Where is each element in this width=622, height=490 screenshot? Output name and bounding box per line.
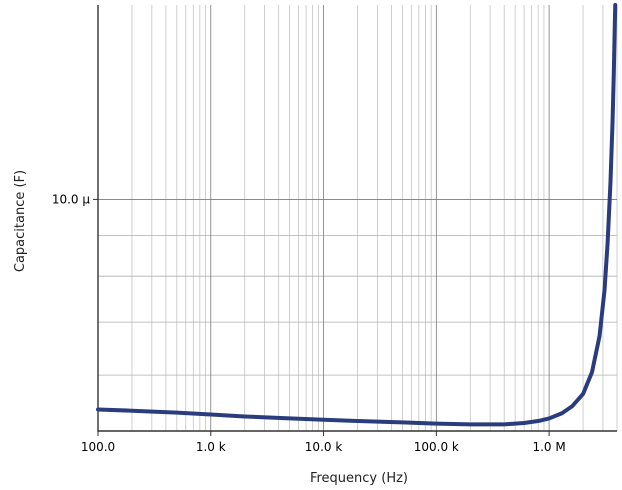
- x-tick-label: 1.0 k: [196, 440, 226, 454]
- x-tick-labels: 100.0 1.0 k 10.0 k 100.0 k 1.0 M: [81, 440, 566, 454]
- x-tick-label: 100.0: [81, 440, 115, 454]
- y-tick-labels: 10.0 µ: [52, 192, 91, 206]
- capacitance-series-line: [96, 3, 618, 427]
- x-axis-title: Frequency (Hz): [310, 471, 408, 486]
- axes: [93, 5, 617, 436]
- y-axis-title: Capacitance (F): [13, 170, 28, 272]
- x-tick-label: 100.0 k: [414, 440, 459, 454]
- y-tick-label: 10.0 µ: [52, 192, 91, 206]
- x-tick-label: 10.0 k: [305, 440, 343, 454]
- minor-grid: [98, 5, 618, 431]
- series-layer: [96, 3, 618, 427]
- x-tick-label: 1.0 M: [532, 440, 565, 454]
